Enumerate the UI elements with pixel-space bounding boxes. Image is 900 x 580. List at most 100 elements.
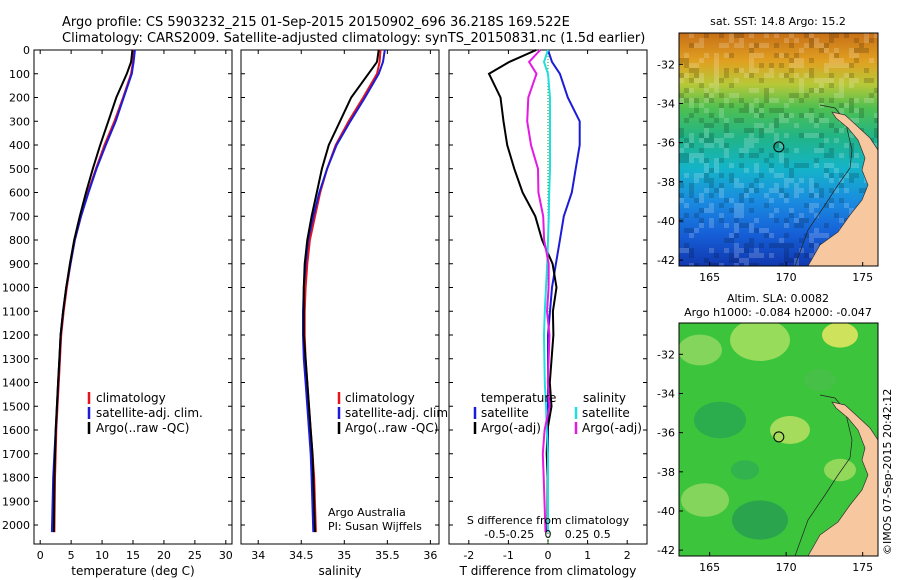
sst-pixel [779, 143, 784, 148]
sst-pixel [854, 98, 859, 103]
sst-pixel [694, 73, 699, 78]
s-tick-label: 0 [545, 528, 552, 541]
sst-pixel [829, 148, 834, 153]
sst-pixel [689, 153, 694, 158]
sst-pixel [799, 248, 804, 253]
sst-pixel [709, 138, 714, 143]
series-line-argo [302, 49, 380, 533]
sst-pixel [769, 108, 774, 113]
sst-pixel [819, 233, 824, 238]
sst-pixel [809, 88, 814, 93]
sst-pixel [799, 178, 804, 183]
sst-pixel [719, 108, 724, 113]
sst-pixel [764, 88, 769, 93]
sst-pixel [794, 93, 799, 98]
temperature-y-ticks: 0 100 200 300 400 500 600 700 800 900 1000 1100 1200… [2, 44, 232, 532]
sst-pixel [784, 118, 789, 123]
sst-pixel [759, 183, 764, 188]
sst-pixel [799, 213, 804, 218]
sla-map: Altim. SLA: 0.0082 Argo h1000: -0.084 h2… [657, 292, 879, 574]
sst-pixel [804, 93, 809, 98]
sst-pixel [734, 33, 739, 38]
sst-pixel [749, 88, 754, 93]
sst-pixel [834, 188, 839, 193]
sst-pixel [749, 63, 754, 68]
sst-pixel [824, 153, 829, 158]
sst-pixel [774, 143, 779, 148]
sst-pixel [769, 68, 774, 73]
series-line-satellite_diff [542, 49, 551, 533]
sst-pixel [784, 148, 789, 153]
sst-pixel [729, 233, 734, 238]
sst-pixel [754, 88, 759, 93]
sst-pixel [829, 153, 834, 158]
legend-label: satellite-adj. clim. [96, 406, 203, 420]
y-tick-label: 500 [9, 163, 30, 176]
sst-pixel [869, 78, 874, 83]
legend-label: Argo(..raw -QC) [96, 421, 189, 435]
sst-pixel [714, 78, 719, 83]
sst-pixel [749, 58, 754, 63]
sst-pixel [824, 233, 829, 238]
sst-pixel [834, 168, 839, 173]
sst-pixel [709, 248, 714, 253]
sst-pixel [684, 53, 689, 58]
sst-pixel [769, 88, 774, 93]
sst-pixel [684, 63, 689, 68]
series-line-argo_diff [526, 49, 551, 533]
header-line-2: Climatology: CARS2009. Satellite-adjuste… [62, 31, 645, 46]
x-tick-label: 2 [624, 549, 631, 562]
sst-pixel [734, 233, 739, 238]
sst-pixel [754, 98, 759, 103]
sst-pixel [744, 263, 749, 266]
sst-pixel [689, 68, 694, 73]
sst-pixel [689, 113, 694, 118]
sst-pixel [699, 148, 704, 153]
sst-pixel [739, 68, 744, 73]
sst-pixel [684, 118, 689, 123]
sst-pixel [774, 243, 779, 248]
sst-pixel [689, 98, 694, 103]
sst-map-title: sat. SST: 14.8 Argo: 15.2 [710, 15, 846, 28]
sst-pixel [709, 133, 714, 138]
sst-pixel [799, 58, 804, 63]
sst-pixel [779, 63, 784, 68]
sst-pixel [809, 118, 814, 123]
sst-pixel [749, 223, 754, 228]
sst-pixel [794, 58, 799, 63]
sst-pixel [834, 63, 839, 68]
sst-pixel [779, 153, 784, 158]
sst-pixel [804, 43, 809, 48]
sst-pixel [699, 118, 704, 123]
sst-pixel [729, 38, 734, 43]
sst-pixel [819, 43, 824, 48]
sst-pixel [874, 133, 878, 138]
sst-pixel [749, 183, 754, 188]
sst-pixel [864, 38, 869, 43]
difference-top-label: S difference from climatology [467, 514, 630, 527]
sst-pixel [809, 253, 814, 258]
sst-pixel [784, 158, 789, 163]
sst-pixel [834, 58, 839, 63]
sst-pixel [809, 188, 814, 193]
sst-pixel [809, 73, 814, 78]
sst-pixel [809, 208, 814, 213]
sst-pixel [824, 223, 829, 228]
sst-pixel [714, 138, 719, 143]
salinity-annotation-line-1: Argo Australia [328, 506, 406, 519]
y-tick-label: -42 [657, 254, 675, 267]
sst-pixel [804, 73, 809, 78]
sst-pixel [679, 183, 684, 188]
sst-pixel [809, 108, 814, 113]
sla-blob [679, 334, 722, 366]
sst-pixel [729, 133, 734, 138]
land-mass [807, 401, 878, 556]
sst-pixel [834, 128, 839, 133]
x-tick-label: 175 [852, 271, 873, 284]
y-tick-label: 2000 [2, 519, 30, 532]
sst-pixel [809, 113, 814, 118]
sst-pixel [694, 78, 699, 83]
sst-pixel [834, 138, 839, 143]
sst-pixel [719, 93, 724, 98]
salinity-lines [302, 49, 386, 533]
